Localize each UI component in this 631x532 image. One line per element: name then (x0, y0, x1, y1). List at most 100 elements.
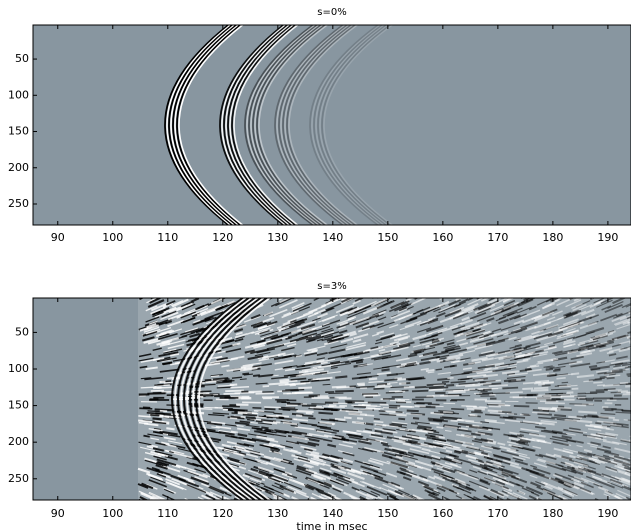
noise (445, 345, 461, 351)
noise (260, 486, 269, 492)
noise (155, 412, 172, 416)
noise (621, 477, 631, 483)
noise (426, 324, 444, 333)
noise (457, 480, 467, 486)
noise (154, 450, 173, 457)
wavefront (282, 25, 353, 225)
noise (592, 475, 612, 485)
noise (150, 437, 160, 441)
wavefront (219, 25, 286, 225)
noise (165, 300, 176, 306)
noise (613, 382, 631, 386)
noise (349, 332, 357, 337)
wavefront (317, 25, 388, 225)
noise (577, 480, 588, 486)
noise (316, 430, 332, 435)
noise (301, 362, 321, 368)
noise (316, 357, 325, 360)
noise (387, 298, 392, 300)
noise (370, 433, 384, 438)
noise (375, 313, 384, 318)
noise (211, 440, 220, 443)
noise (416, 308, 424, 313)
noise (177, 474, 190, 481)
noise (242, 362, 262, 367)
noise (621, 464, 631, 469)
noise (362, 447, 378, 453)
noise (587, 442, 599, 447)
noise (443, 411, 453, 414)
noise (399, 471, 413, 478)
noise (580, 481, 594, 489)
noise (143, 326, 160, 333)
noise (614, 495, 623, 500)
noise (300, 380, 310, 383)
wavefront (221, 25, 287, 225)
noise (350, 497, 358, 500)
noise (265, 428, 274, 432)
noise (576, 454, 584, 458)
noise (379, 349, 396, 355)
noise (435, 368, 443, 371)
noise (619, 381, 629, 385)
noise (598, 415, 615, 419)
noise (498, 355, 515, 361)
noise (477, 303, 492, 311)
wavefront (244, 25, 315, 225)
noise (213, 340, 226, 345)
noise (566, 328, 576, 332)
noise (597, 432, 616, 438)
noise (191, 307, 209, 316)
noise (537, 458, 556, 465)
noise (522, 446, 536, 452)
noise (382, 443, 392, 448)
noise (600, 412, 616, 415)
noise (342, 441, 351, 444)
wavefront (189, 298, 263, 500)
noise (474, 344, 493, 351)
noise (283, 421, 298, 426)
noise (390, 461, 409, 469)
noise (266, 320, 278, 327)
noise (172, 464, 181, 469)
noise (613, 459, 631, 466)
noise (266, 438, 279, 443)
noise (407, 451, 426, 458)
noise (389, 324, 399, 329)
noise (525, 486, 543, 496)
noise (140, 377, 152, 380)
noise (167, 319, 184, 328)
noise (583, 380, 593, 383)
noise (589, 314, 599, 320)
noise (375, 439, 383, 442)
noise (504, 332, 512, 336)
noise (287, 473, 298, 479)
noise (256, 348, 276, 354)
noise (453, 303, 461, 308)
noise (234, 328, 244, 333)
noise (497, 442, 506, 446)
noise (353, 469, 368, 476)
noise (620, 346, 631, 350)
noise (156, 461, 168, 467)
noise (342, 451, 355, 457)
noise (331, 485, 344, 492)
noise (612, 459, 628, 465)
noise (306, 449, 320, 455)
noise (287, 314, 305, 323)
noise (165, 443, 177, 448)
noise (458, 349, 476, 355)
noise (181, 332, 196, 338)
noise (366, 493, 378, 500)
noise (565, 439, 577, 443)
noise (154, 312, 167, 318)
noise (614, 476, 631, 484)
noise (222, 380, 235, 383)
noise (332, 429, 340, 433)
noise (479, 479, 491, 486)
noise (316, 338, 324, 342)
noise (501, 469, 514, 475)
noise (165, 481, 184, 490)
noise (530, 491, 540, 497)
noise (162, 306, 177, 315)
